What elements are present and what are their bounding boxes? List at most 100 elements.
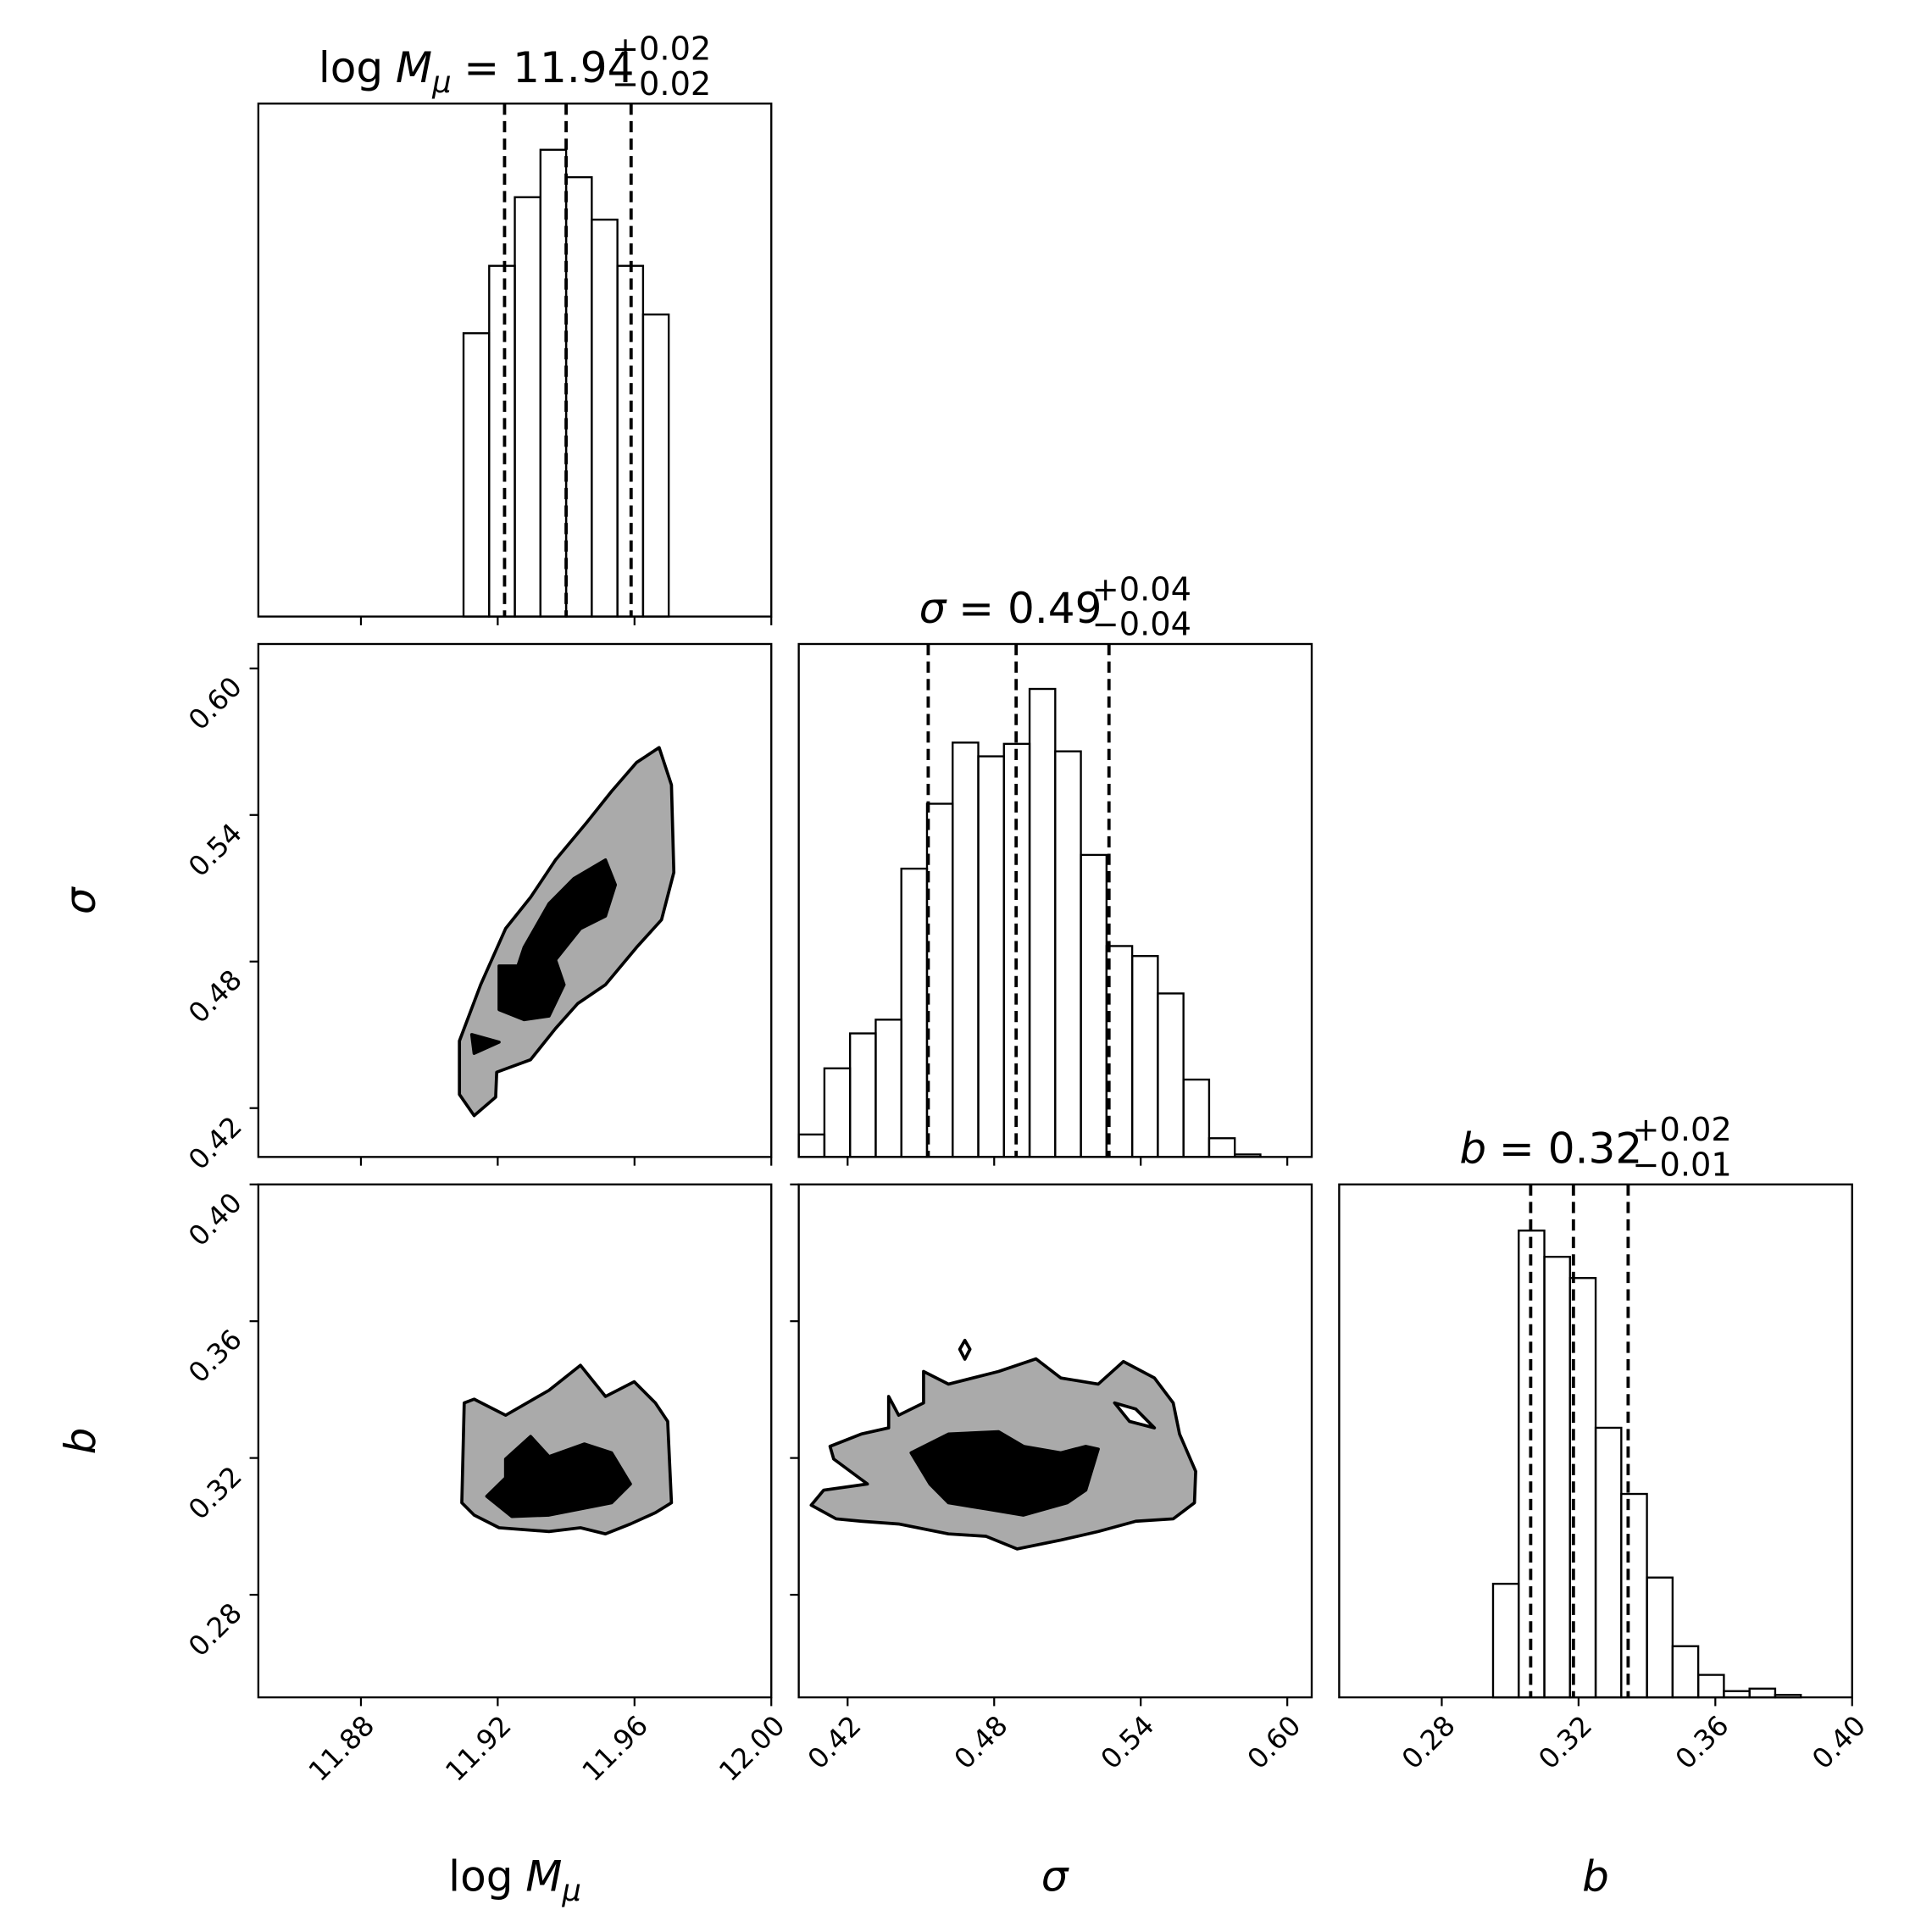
x-axis-label: b (1582, 1852, 1609, 1901)
panel-title: b = 0.32+0.02−0.01 (1459, 1111, 1731, 1184)
histogram-bin (1646, 1576, 1674, 1699)
axes-frame (797, 1183, 1313, 1699)
histogram-bin (514, 196, 542, 618)
axes-frame (1338, 1183, 1853, 1699)
title-minus: −0.01 (1632, 1146, 1731, 1184)
title-minus: −0.02 (612, 65, 711, 103)
label-symbol: σ (1041, 1852, 1069, 1901)
histogram-bin (1696, 1674, 1725, 1699)
x-tick-label: 0.32 (1532, 1709, 1598, 1775)
histogram-bin (1182, 1078, 1211, 1158)
panel-title-text: log Mμ = 11.94 (319, 43, 635, 100)
title-plus: +0.02 (1632, 1111, 1731, 1149)
contour (909, 1430, 1100, 1517)
x-axis-label: log Mμ (448, 1852, 581, 1908)
label-prefix: log (319, 43, 383, 92)
label-symbol: σ (56, 886, 105, 914)
x-tick-label: 11.96 (576, 1709, 654, 1787)
histogram-bin (591, 219, 619, 618)
axes-frame (257, 642, 773, 1158)
histogram-bin (797, 1133, 826, 1158)
histogram-bin (462, 332, 491, 618)
x-axis-label-text: log Mμ (448, 1852, 581, 1908)
histogram-bin (925, 802, 954, 1158)
label-symbol: σ (919, 584, 947, 633)
histogram-bin (1080, 853, 1108, 1158)
x-tick-label: 0.42 (802, 1709, 868, 1775)
title-plus: +0.02 (612, 31, 711, 69)
y-tick-label: 0.60 (182, 670, 248, 736)
histogram-bin (1620, 1492, 1648, 1699)
histogram-bin (1543, 1256, 1571, 1699)
y-tick-label: 0.54 (182, 817, 248, 883)
histogram-bin (1054, 750, 1082, 1158)
histogram-bin (488, 264, 516, 618)
histogram-bin (977, 755, 1005, 1158)
y-tick-label: 0.42 (182, 1110, 248, 1176)
panel-title: σ = 0.49+0.04−0.04 (919, 570, 1191, 643)
y-axis-label: σ (56, 886, 105, 914)
y-tick-label: 0.40 (182, 1186, 248, 1252)
histogram-bin (1208, 1137, 1236, 1158)
contour (485, 1435, 632, 1518)
y-tick-label: 0.28 (182, 1596, 248, 1663)
label-symbol: M (396, 43, 432, 92)
label-symbol: b (56, 1428, 105, 1455)
x-tick-label: 11.92 (439, 1709, 517, 1787)
x-tick-label: 0.60 (1241, 1709, 1307, 1775)
label-prefix: log (448, 1852, 513, 1901)
histogram-bin (564, 175, 593, 618)
panel-title-text: σ = 0.49 (919, 584, 1102, 633)
title-value: = 11.94 (464, 43, 634, 92)
histogram-bin (848, 1032, 877, 1158)
label-subscript: μ (431, 65, 451, 100)
histogram-bin (1028, 687, 1057, 1158)
histogram-bin (1748, 1687, 1777, 1699)
x-tick-label: 0.28 (1396, 1709, 1462, 1775)
histogram-bin (1157, 992, 1185, 1158)
x-tick-label: 12.00 (713, 1709, 791, 1787)
histogram-bin (1594, 1426, 1623, 1699)
contour (958, 1338, 972, 1361)
histogram-bin (539, 148, 568, 618)
contour (1113, 1401, 1157, 1430)
histogram-bin (952, 741, 980, 1158)
axes-frame (257, 103, 773, 618)
histogram-bin (900, 867, 929, 1158)
histogram-bin (1671, 1645, 1700, 1699)
y-axis-label-text: σ (56, 886, 105, 914)
x-tick-label: 11.88 (303, 1709, 380, 1787)
y-tick-label: 0.48 (182, 963, 248, 1030)
label-symbol: b (1459, 1124, 1486, 1174)
histogram-bin (874, 1019, 902, 1158)
x-axis-label-text: σ (1041, 1852, 1069, 1901)
panel-title-text: b = 0.32 (1459, 1124, 1642, 1174)
x-axis-label: σ (1041, 1852, 1069, 1901)
histogram-bin (1491, 1582, 1520, 1699)
contour (497, 858, 618, 1022)
contour (469, 1033, 501, 1055)
title-value: = 0.49 (958, 584, 1102, 633)
y-tick-label: 0.32 (182, 1460, 248, 1526)
title-minus: −0.04 (1092, 606, 1191, 644)
axes-frame (797, 642, 1313, 1158)
histogram-bin (823, 1067, 852, 1158)
panel-title: log Mμ = 11.94+0.02−0.02 (319, 31, 711, 103)
histogram-bin (1130, 955, 1159, 1158)
x-tick-label: 0.54 (1095, 1709, 1161, 1775)
axes-frame (257, 1183, 773, 1699)
y-axis-label: b (56, 1428, 105, 1455)
title-plus: +0.04 (1092, 570, 1191, 608)
x-tick-label: 0.36 (1669, 1709, 1735, 1775)
x-axis-label-text: b (1582, 1852, 1609, 1901)
label-symbol: b (1582, 1852, 1609, 1901)
x-tick-label: 0.48 (948, 1709, 1014, 1775)
y-tick-label: 0.36 (182, 1324, 248, 1390)
y-axis-label-text: b (56, 1428, 105, 1455)
label-symbol: M (525, 1852, 562, 1901)
title-value: = 0.32 (1499, 1124, 1642, 1174)
label-subscript: μ (561, 1874, 580, 1908)
x-tick-label: 0.40 (1806, 1709, 1872, 1775)
histogram-bin (641, 313, 670, 618)
